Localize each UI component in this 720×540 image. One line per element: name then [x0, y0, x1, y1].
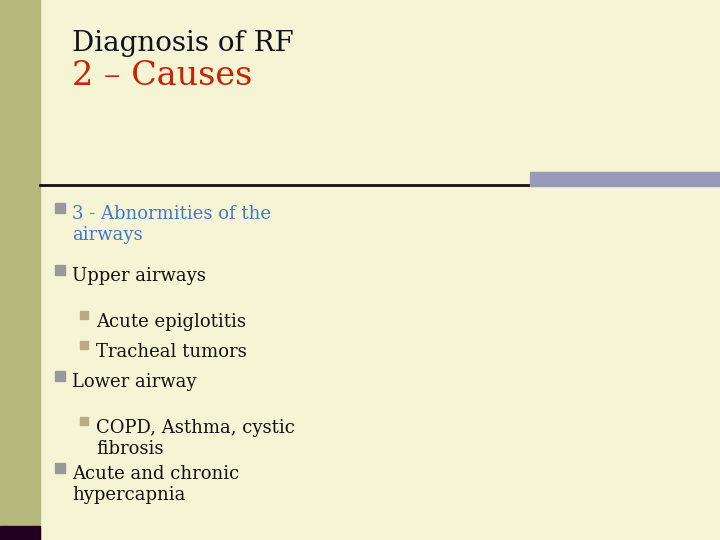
Bar	[80, 417, 88, 425]
Text: COPD, Asthma, cystic
fibrosis: COPD, Asthma, cystic fibrosis	[96, 419, 295, 458]
Text: 3 - Abnormities of the
airways: 3 - Abnormities of the airways	[72, 205, 271, 245]
Bar	[0, 526, 40, 540]
Bar	[55, 203, 65, 213]
Bar	[55, 463, 65, 473]
Text: 2 – Causes: 2 – Causes	[72, 60, 253, 92]
Bar	[530, 172, 720, 186]
Text: Upper airways: Upper airways	[72, 267, 206, 285]
Text: Tracheal tumors: Tracheal tumors	[96, 343, 247, 361]
Bar	[55, 371, 65, 381]
Bar	[55, 265, 65, 275]
Text: Diagnosis of RF: Diagnosis of RF	[72, 30, 294, 57]
Bar	[0, 0, 40, 540]
Text: Lower airway: Lower airway	[72, 373, 197, 391]
Text: Acute epiglotitis: Acute epiglotitis	[96, 313, 246, 331]
Text: Acute and chronic
hypercapnia: Acute and chronic hypercapnia	[72, 465, 239, 504]
Bar	[80, 311, 88, 319]
Bar	[80, 341, 88, 349]
